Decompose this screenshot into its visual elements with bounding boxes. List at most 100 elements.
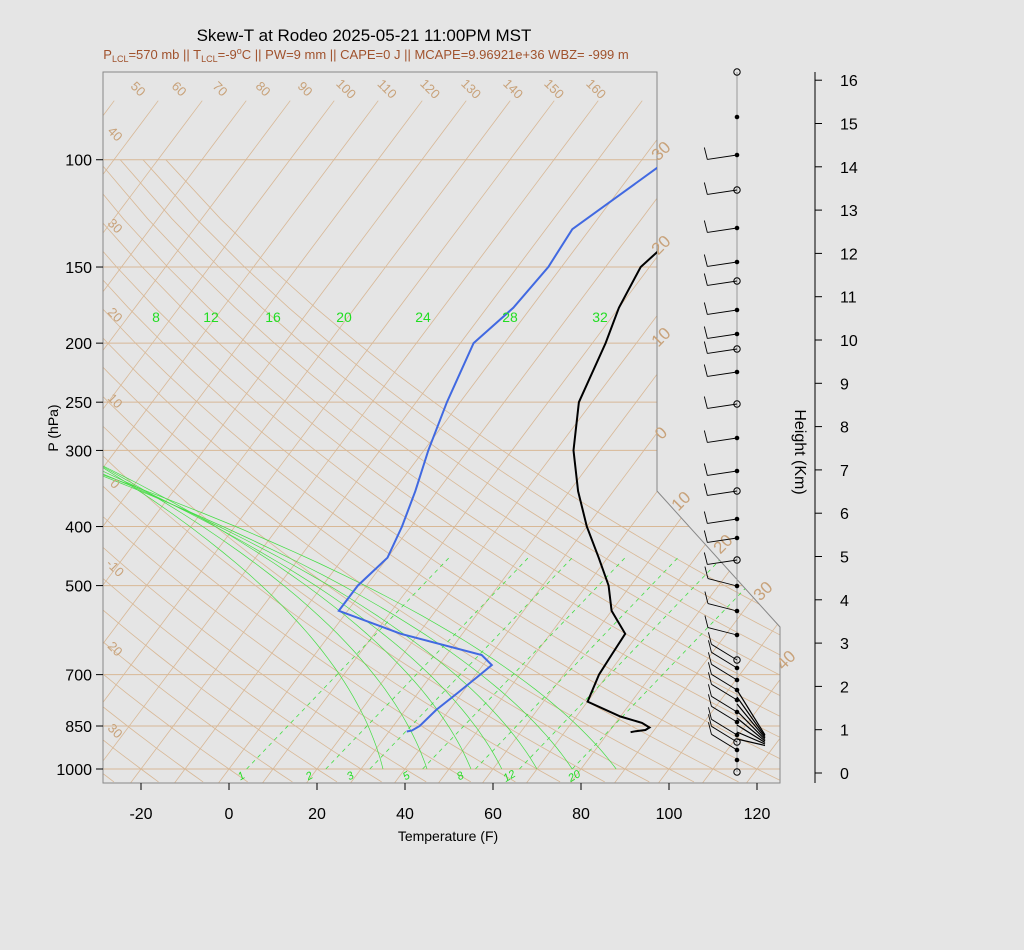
wind-barb	[707, 490, 738, 496]
dry-adiabat	[103, 159, 561, 783]
isotherm-line	[121, 100, 643, 783]
wind-barb	[707, 437, 738, 443]
mixing-ratio-bottom-label: 3	[345, 769, 357, 783]
dry-adiabat	[103, 159, 293, 783]
dry-adiabat	[103, 159, 739, 783]
barb-level-marker	[734, 757, 740, 763]
axes: -20 0 20 40 60 80 100 1201001502002503004005007…	[56, 72, 858, 823]
wind-barb	[711, 718, 738, 736]
barb-level-marker	[733, 68, 741, 76]
wind-barb-flag	[707, 662, 712, 675]
wind-barb	[707, 189, 738, 195]
height-tick-label: 0	[840, 766, 849, 783]
wind-barb-low	[736, 724, 766, 744]
moist-adiabat	[103, 342, 503, 770]
wind-barb-flag	[703, 530, 708, 543]
wind-barb	[711, 663, 738, 681]
chart-title: Skew-T at Rodeo 2025-05-21 11:00PM MST	[197, 26, 532, 45]
isotherm-label-left: 30	[105, 215, 126, 236]
wind-barb-flag	[707, 672, 712, 685]
isotherm-line	[0, 101, 26, 795]
height-tick-label: 12	[840, 246, 858, 263]
mixing-ratio-line	[325, 557, 529, 770]
isotherm-line	[429, 100, 780, 783]
y-axis-label: P (hPa)	[45, 404, 61, 451]
dry-adiabat-label: 80	[253, 78, 274, 99]
height-axis-label: Height (Km)	[791, 409, 808, 494]
mixing-ratio-label: 28	[502, 309, 518, 325]
isotherm-label-left: 30	[105, 720, 126, 741]
dry-adiabat	[103, 159, 780, 783]
wind-barb-flag	[707, 640, 712, 653]
wind-barb	[707, 403, 738, 409]
dry-adiabat	[142, 159, 780, 783]
dry-adiabat-label: 120	[417, 76, 443, 102]
mixing-ratio-bottom-label: 1	[236, 770, 247, 783]
x-tick-label: -20	[129, 806, 152, 823]
isotherm-line	[103, 100, 247, 783]
isotherm-line	[737, 100, 780, 783]
p-tick-label: 850	[65, 719, 92, 736]
wind-barb-flag	[703, 147, 708, 160]
wind-barb-flag	[707, 684, 712, 697]
mixing-ratio-label: 20	[336, 309, 352, 325]
wind-barb-flag	[704, 591, 709, 604]
mixing-ratio-bottom-label: 12	[501, 768, 518, 785]
mixing-ratio-label: 16	[265, 309, 281, 325]
isotherm-line	[103, 100, 291, 783]
chart-subtitle: PLCL=570 mb || TLCL=-9oC || PW=9 mm || C…	[103, 46, 628, 64]
wind-barb-flag	[703, 364, 708, 377]
wind-barb-flag	[703, 552, 708, 565]
p-tick-label: 100	[65, 153, 92, 170]
wind-barb	[707, 348, 738, 354]
wind-barb-low	[736, 738, 766, 747]
isotherm-label-right: 30	[750, 578, 777, 605]
barb-level-marker	[733, 277, 741, 285]
wind-barb	[707, 371, 738, 377]
wind-barb-flag	[703, 396, 708, 409]
mixing-ratio-bottom-label: 5	[401, 769, 413, 783]
mixing-ratio-line	[519, 557, 723, 770]
mixing-ratio-label: 12	[203, 309, 219, 325]
p-tick-label: 200	[65, 336, 92, 353]
isotherm-line	[385, 100, 780, 783]
dry-adiabat-label: 50	[128, 78, 149, 99]
mixing-ratio-label: 24	[415, 309, 431, 325]
barb-level-marker	[733, 656, 741, 664]
wind-barb	[707, 280, 738, 286]
wind-barb	[707, 227, 738, 233]
dry-adiabat	[165, 159, 780, 783]
wind-barb	[711, 651, 738, 669]
mixing-ratio-bottom-label: 2	[303, 770, 315, 784]
p-tick-label: 250	[65, 395, 92, 412]
wind-barb	[707, 537, 738, 543]
wind-barb-low	[736, 703, 766, 739]
wind-barb	[707, 559, 738, 565]
height-tick-label: 11	[840, 290, 857, 307]
dry-adiabat	[103, 159, 780, 783]
wind-barb	[707, 518, 738, 524]
height-tick-label: 13	[840, 203, 858, 220]
dry-adiabat	[0, 160, 69, 782]
wind-barb	[707, 603, 738, 612]
dry-adiabat	[103, 159, 650, 783]
dry-adiabat	[103, 159, 605, 783]
wind-barb	[707, 309, 738, 315]
barb-level-marker	[734, 114, 740, 120]
isotherm-label-right: 0	[651, 423, 671, 443]
wind-barb	[707, 578, 738, 587]
wind-barb-flag	[703, 463, 708, 476]
wind-barb-flag	[703, 254, 708, 267]
moist-adiabat	[103, 342, 428, 770]
wind-barb-flag	[703, 302, 708, 315]
wind-barb	[711, 705, 738, 723]
x-tick-label: 120	[744, 806, 771, 823]
height-tick-label: 14	[840, 160, 858, 177]
mixing-ratio-label: 8	[152, 309, 160, 325]
height-tick-label: 9	[840, 376, 849, 393]
dry-adiabat	[103, 159, 204, 783]
dry-adiabat-label: 130	[458, 76, 484, 102]
background-grid	[0, 100, 780, 795]
wind-barb-flag	[707, 722, 712, 735]
